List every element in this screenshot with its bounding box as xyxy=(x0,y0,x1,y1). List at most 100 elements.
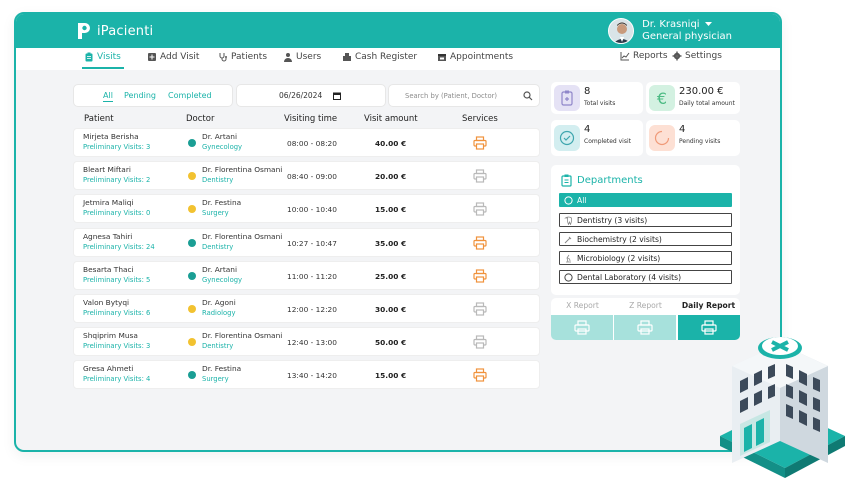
department-dental-laboratory[interactable]: Dental Laboratory (4 visits) xyxy=(559,270,732,284)
patient-name[interactable]: Jetmira Maliqi xyxy=(83,198,134,208)
patient-name[interactable]: Besarta Thaci xyxy=(83,264,134,274)
printer-icon[interactable] xyxy=(473,169,487,183)
print-z-report-button[interactable] xyxy=(614,315,676,340)
stat-value: 4 xyxy=(679,124,686,135)
department-dentistry[interactable]: Dentistry (3 visits) xyxy=(559,213,732,227)
status-dot xyxy=(188,172,196,181)
clipboard-icon xyxy=(85,52,93,62)
nav-cash-register[interactable]: Cash Register xyxy=(342,52,417,62)
visiting-time: 10:00 - 10:40 xyxy=(287,205,337,215)
loading-icon xyxy=(649,125,675,151)
patient-name[interactable]: Bleart Miftari xyxy=(83,165,131,175)
doctor-department: Dentistry xyxy=(202,242,234,251)
printer-icon[interactable] xyxy=(473,136,487,150)
preliminary-visits: Preliminary Visits: 3 xyxy=(83,143,151,151)
pipette-icon xyxy=(564,236,572,243)
euro-icon: € xyxy=(649,85,675,111)
doctor-name: Dr. Festina xyxy=(202,364,242,374)
microscope-icon xyxy=(566,254,571,262)
app-name: iPacienti xyxy=(97,23,154,39)
table-row[interactable]: Bleart Miftari Preliminary Visits: 2 Dr. F… xyxy=(73,161,540,191)
stat-total-visits: 8 Total visits xyxy=(551,82,643,114)
nav-users[interactable]: Users xyxy=(283,52,321,62)
print-x-report-button[interactable] xyxy=(551,315,613,340)
nav-visits[interactable]: Visits xyxy=(84,52,121,62)
patient-name[interactable]: Gresa Ahmeti xyxy=(83,364,134,374)
visiting-time: 10:27 - 10:47 xyxy=(287,238,337,248)
app-window: iPacienti Dr. Krasniqi General physician xyxy=(14,12,782,452)
print-daily-report-button[interactable] xyxy=(678,315,740,340)
user-menu[interactable]: Dr. Krasniqi General physician xyxy=(608,18,732,44)
visit-amount: 30.00 € xyxy=(375,305,407,314)
stat-value: 8 xyxy=(584,86,591,97)
printer-icon[interactable] xyxy=(473,269,487,283)
printer-icon[interactable] xyxy=(473,302,487,316)
visiting-time: 12:00 - 12:20 xyxy=(287,305,337,314)
header-services: Services xyxy=(462,114,498,124)
printer-icon[interactable] xyxy=(473,335,487,349)
tab-z-report[interactable]: Z Report xyxy=(629,301,662,310)
printer-icon xyxy=(701,320,717,335)
filter-completed[interactable]: Completed xyxy=(168,91,212,100)
gear-icon xyxy=(672,51,682,61)
users-icon xyxy=(284,53,292,62)
status-dot xyxy=(188,371,196,380)
status-dot xyxy=(188,238,196,247)
patient-name[interactable]: Valon Bytyqi xyxy=(83,298,130,307)
printer-icon[interactable] xyxy=(473,235,487,250)
doctor-name: Dr. Artani xyxy=(202,132,238,141)
brand[interactable]: iPacienti xyxy=(76,21,153,41)
add-visit-icon xyxy=(148,53,156,61)
doctor-department: Surgery xyxy=(202,209,229,218)
stat-value: 230.00 € xyxy=(679,86,724,97)
department-biochemistry[interactable]: Biochemistry (2 visits) xyxy=(559,232,732,246)
top-bar: iPacienti Dr. Krasniqi General physician xyxy=(16,14,780,48)
department-all[interactable]: All xyxy=(559,193,732,207)
visit-amount: 40.00 € xyxy=(375,139,407,148)
printer-icon[interactable] xyxy=(473,368,487,382)
doctor-name: Dr. Festina xyxy=(202,198,242,208)
filter-all[interactable]: All xyxy=(103,91,113,102)
patient-name[interactable]: Shqiprim Musa xyxy=(83,331,138,341)
preliminary-visits: Preliminary Visits: 3 xyxy=(83,342,151,351)
table-row[interactable]: Jetmira Maliqi Preliminary Visits: 0 Dr. F… xyxy=(73,194,540,224)
calendar-icon xyxy=(438,54,446,61)
stat-completed: 4 Completed visit xyxy=(551,120,643,156)
table-row[interactable]: Gresa Ahmeti Preliminary Visits: 4 Dr. Fes… xyxy=(73,360,540,390)
printer-icon[interactable] xyxy=(473,202,487,216)
nav-patients[interactable]: Patients xyxy=(218,52,267,62)
nav-appointments[interactable]: Appointments xyxy=(437,52,513,62)
patient-name[interactable]: Mirjeta Berisha xyxy=(83,132,139,141)
filter-pending[interactable]: Pending xyxy=(124,91,156,100)
patient-name[interactable]: Agnesa Tahiri xyxy=(83,231,133,241)
check-icon xyxy=(554,125,580,151)
stethoscope-icon xyxy=(219,53,227,62)
tab-daily-report[interactable]: Daily Report xyxy=(681,301,736,310)
preliminary-visits: Preliminary Visits: 2 xyxy=(83,176,151,185)
header-doctor: Doctor xyxy=(186,114,215,124)
hospital-illustration xyxy=(720,337,845,478)
nav-settings[interactable]: Settings xyxy=(672,51,722,61)
table-row[interactable]: Shqiprim Musa Preliminary Visits: 3 Dr. Fl… xyxy=(73,327,540,357)
status-dot xyxy=(188,205,196,214)
stat-label: Pending visits xyxy=(679,138,721,145)
nav-add-visit[interactable]: Add Visit xyxy=(147,52,199,62)
tab-x-report[interactable]: X Report xyxy=(566,301,599,310)
calendar-icon[interactable] xyxy=(333,92,341,100)
reports-panel: X Report Z Report Daily Report xyxy=(551,298,740,340)
visiting-time: 11:00 - 11:20 xyxy=(287,271,337,281)
table-row[interactable]: Mirjeta Berisha Preliminary Visits: 3 Dr. … xyxy=(73,128,540,157)
nav-reports[interactable]: Reports xyxy=(620,51,668,61)
table-row[interactable]: Agnesa Tahiri Preliminary Visits: 24 Dr. F… xyxy=(73,227,540,257)
department-microbiology[interactable]: Microbiology (2 visits) xyxy=(559,251,732,265)
search-input[interactable]: Search by (Patient, Doctor) xyxy=(405,92,498,100)
table-row[interactable]: Besarta Thaci Preliminary Visits: 5 Dr. Ar… xyxy=(73,260,540,290)
search-box[interactable]: Search by (Patient, Doctor) xyxy=(388,84,540,107)
search-icon[interactable] xyxy=(523,91,533,101)
doctor-department: Dentistry xyxy=(202,342,234,351)
date-picker[interactable]: 06/26/2024 xyxy=(236,84,386,107)
table-row[interactable]: Valon Bytyqi Preliminary Visits: 6 Dr. Ago… xyxy=(73,294,540,323)
preliminary-visits: Preliminary Visits: 5 xyxy=(83,275,151,284)
doctor-department: Surgery xyxy=(202,375,229,384)
visit-amount: 35.00 € xyxy=(375,238,407,248)
